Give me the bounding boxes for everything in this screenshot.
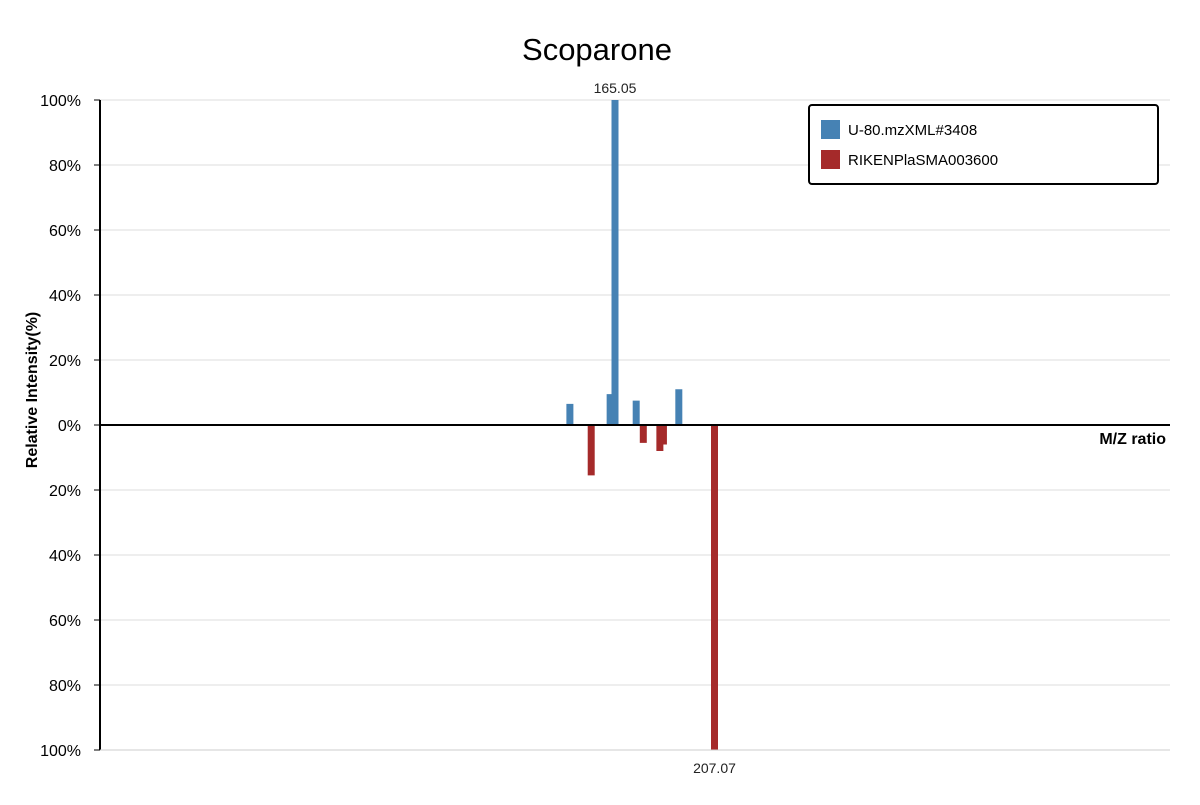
y-tick-label: 80% [49,158,81,175]
legend-swatch [821,120,840,139]
legend-box [808,104,1159,185]
peak-bar-query [675,389,683,425]
y-tick-label: 0% [58,418,81,435]
legend-swatch [821,150,840,169]
labels: 100% 80% 60% 40% 20% 0% 20% 40% 60% 80% 100% 165.05… [40,80,736,776]
peak-label: 207.07 [693,760,736,776]
y-tick-label: 40% [49,288,81,305]
y-tick-label: 20% [49,353,81,370]
x-axis-title: M/Z ratio [1099,431,1166,448]
legend: U-80.mzXML#3408 RIKENPlaSMA003600 [808,104,1159,185]
peak-bar-query [566,403,574,425]
y-tick-label: 40% [49,548,81,565]
y-tick-label: 100% [40,93,81,110]
peak-label: 165.05 [594,80,637,96]
peak-bar-reference [587,425,595,476]
peak-bar-reference [656,425,664,451]
peak-bar-query [606,394,614,425]
y-axis-title: Relative Intensity(%) [24,312,41,468]
y-tick-label: 100% [40,743,81,760]
y-tick-label: 80% [49,678,81,695]
chart-title: Scoparone [522,32,672,67]
y-tick-label: 60% [49,223,81,240]
peak-bar-reference [639,425,647,443]
y-tick-label: 60% [49,613,81,630]
peak-bar-query [611,100,619,425]
peak-bar-reference [711,425,718,750]
legend-label: RIKENPlaSMA003600 [848,152,998,169]
y-tick-label: 20% [49,483,81,500]
peak-bar-query [632,400,640,425]
peak-bar-reference [659,425,667,445]
bars [566,100,718,750]
axes [94,99,1170,751]
legend-label: U-80.mzXML#3408 [848,122,977,139]
